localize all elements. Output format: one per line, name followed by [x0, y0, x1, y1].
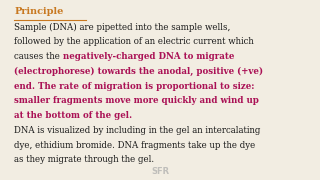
Text: Sample (DNA) are pipetted into the sample wells,: Sample (DNA) are pipetted into the sampl…: [14, 22, 231, 32]
Text: SFR: SFR: [151, 167, 169, 176]
Text: smaller fragments move more quickly and wind up: smaller fragments move more quickly and …: [14, 96, 259, 105]
Text: causes the: causes the: [14, 52, 63, 61]
Text: (electrophorese) towards the anodal, positive (+ve): (electrophorese) towards the anodal, pos…: [14, 67, 264, 76]
Text: Principle: Principle: [14, 7, 64, 16]
Text: end. The rate of migration is proportional to size:: end. The rate of migration is proportion…: [14, 82, 255, 91]
Text: followed by the application of an electric current which: followed by the application of an electr…: [14, 37, 254, 46]
Text: dye, ethidium bromide. DNA fragments take up the dye: dye, ethidium bromide. DNA fragments tak…: [14, 141, 256, 150]
Text: DNA is visualized by including in the gel an intercalating: DNA is visualized by including in the ge…: [14, 126, 261, 135]
Text: at the bottom of the gel.: at the bottom of the gel.: [14, 111, 132, 120]
Text: as they migrate through the gel.: as they migrate through the gel.: [14, 155, 155, 164]
Text: negatively-charged DNA to migrate: negatively-charged DNA to migrate: [63, 52, 234, 61]
